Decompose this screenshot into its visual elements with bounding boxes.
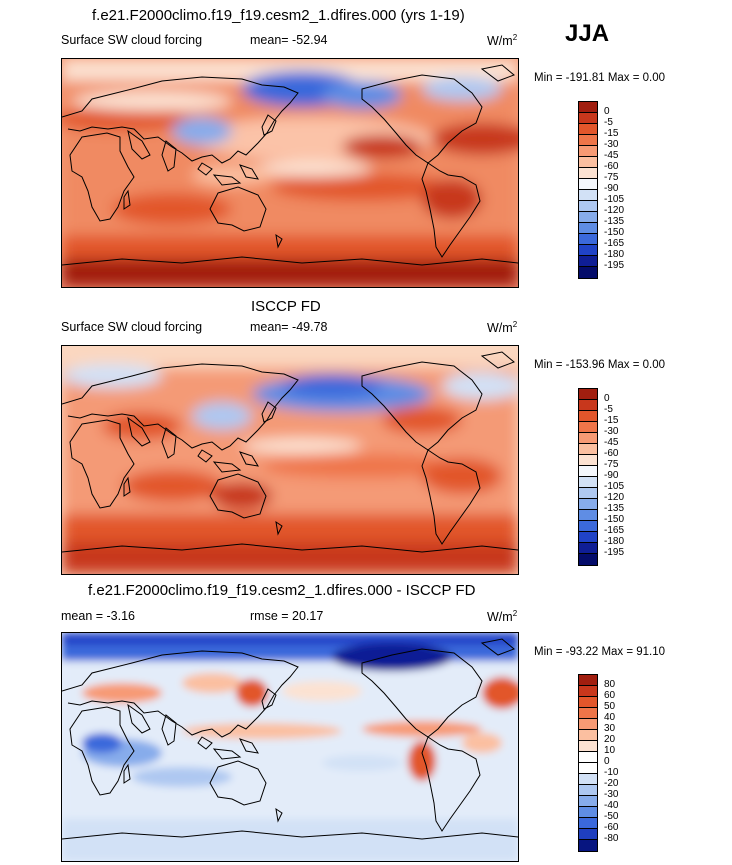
cbar-label: -30 bbox=[604, 789, 618, 800]
panel3-rmse-label: rmse = 20.17 bbox=[250, 609, 323, 623]
cbar-label: -45 bbox=[604, 150, 624, 161]
panel2-minmax: Min = -153.96 Max = 0.00 bbox=[534, 359, 665, 371]
panel3-colorbar-labels: 80 60 50 40 30 20 10 0 -10 -20 -30 -40 -50 -60 -80 bbox=[604, 679, 618, 844]
panel1-colorbar bbox=[578, 101, 598, 279]
cbar-label: -105 bbox=[604, 481, 624, 492]
panel1-variable-label: Surface SW cloud forcing bbox=[61, 33, 202, 47]
cbar-label: 60 bbox=[604, 690, 618, 701]
cbar-label: -195 bbox=[604, 260, 624, 271]
panel3-map bbox=[61, 632, 519, 862]
panel1-title: f.e21.F2000climo.f19_f19.cesm2_1.dfires.… bbox=[92, 7, 465, 24]
cbar-label: -10 bbox=[604, 767, 618, 778]
panel1-minmax: Min = -191.81 Max = 0.00 bbox=[534, 72, 665, 84]
cbar-label: -5 bbox=[604, 404, 624, 415]
cbar-label: -135 bbox=[604, 216, 624, 227]
cbar-label: -120 bbox=[604, 492, 624, 503]
cbar-label: -45 bbox=[604, 437, 624, 448]
panel1-colorbar-labels: 0 -5 -15 -30 -45 -60 -75 -90 -105 -120 -135 -150 -16… bbox=[604, 106, 624, 271]
panel2-map bbox=[61, 345, 519, 575]
cbar-label: -50 bbox=[604, 811, 618, 822]
panel3-units: W/m2 bbox=[487, 609, 517, 624]
cbar-label: -60 bbox=[604, 448, 624, 459]
cbar-label: -150 bbox=[604, 514, 624, 525]
cbar-label: -90 bbox=[604, 183, 624, 194]
cbar-label: -120 bbox=[604, 205, 624, 216]
cbar-label: -5 bbox=[604, 117, 624, 128]
cbar-label: 20 bbox=[604, 734, 618, 745]
cbar-label: 50 bbox=[604, 701, 618, 712]
cbar-label: -180 bbox=[604, 249, 624, 260]
cbar-label: -105 bbox=[604, 194, 624, 205]
panel3-minmax: Min = -93.22 Max = 91.10 bbox=[534, 646, 665, 658]
panel3-title: f.e21.F2000climo.f19_f19.cesm2_1.dfires.… bbox=[88, 582, 475, 599]
cbar-label: -135 bbox=[604, 503, 624, 514]
cbar-label: -80 bbox=[604, 833, 618, 844]
cbar-label: -15 bbox=[604, 128, 624, 139]
cbar-label: -195 bbox=[604, 547, 624, 558]
cbar-label: -20 bbox=[604, 778, 618, 789]
season-label: JJA bbox=[565, 20, 609, 48]
cbar-label: -15 bbox=[604, 415, 624, 426]
cbar-label: -150 bbox=[604, 227, 624, 238]
cbar-label: 80 bbox=[604, 679, 618, 690]
cbar-label: 40 bbox=[604, 712, 618, 723]
panel1-units: W/m2 bbox=[487, 33, 517, 48]
cbar-label: -165 bbox=[604, 238, 624, 249]
cbar-label: 0 bbox=[604, 106, 624, 117]
cbar-label: -75 bbox=[604, 459, 624, 470]
cbar-label: -40 bbox=[604, 800, 618, 811]
panel2-title: ISCCP FD bbox=[251, 298, 321, 315]
cbar-label: -75 bbox=[604, 172, 624, 183]
cbar-label: 0 bbox=[604, 393, 624, 404]
panel2-colorbar bbox=[578, 388, 598, 566]
cbar-label: 10 bbox=[604, 745, 618, 756]
panel2-mean-label: mean= -49.78 bbox=[250, 320, 327, 334]
panel2-units: W/m2 bbox=[487, 320, 517, 335]
cbar-label: 0 bbox=[604, 756, 618, 767]
cbar-label: -30 bbox=[604, 139, 624, 150]
panel3-colorbar bbox=[578, 674, 598, 852]
panel3-mean-label: mean = -3.16 bbox=[61, 609, 135, 623]
cbar-label: -30 bbox=[604, 426, 624, 437]
cbar-label: -60 bbox=[604, 161, 624, 172]
panel2-colorbar-labels: 0 -5 -15 -30 -45 -60 -75 -90 -105 -120 -135 -150 -16… bbox=[604, 393, 624, 558]
panel1-mean-label: mean= -52.94 bbox=[250, 33, 327, 47]
cbar-label: -165 bbox=[604, 525, 624, 536]
cbar-label: -60 bbox=[604, 822, 618, 833]
panel2-variable-label: Surface SW cloud forcing bbox=[61, 320, 202, 334]
cbar-label: -90 bbox=[604, 470, 624, 481]
cbar-label: 30 bbox=[604, 723, 618, 734]
cbar-label: -180 bbox=[604, 536, 624, 547]
panel1-map bbox=[61, 58, 519, 288]
